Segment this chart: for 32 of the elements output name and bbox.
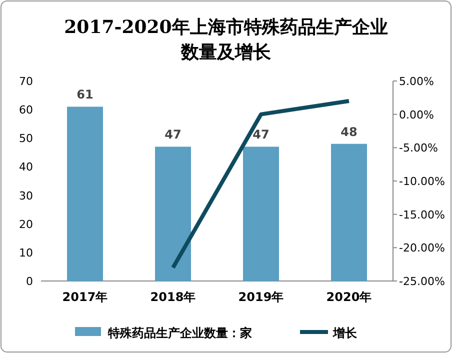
y2-tick-label: -20.00% (399, 242, 445, 255)
y-tick-label: 60 (19, 104, 33, 117)
bar (155, 146, 191, 281)
x-tick-label: 2018年 (150, 290, 196, 304)
legend: 增长 (300, 326, 357, 340)
y-tick-label: 10 (19, 246, 33, 260)
bar (67, 106, 103, 281)
y-tick-label: 0 (26, 275, 33, 288)
y-tick-label: 50 (19, 132, 33, 146)
x-tick-label: 2020年 (326, 290, 372, 304)
y2-tick-label: -25.00% (399, 275, 445, 288)
y2-tick-label: 5.00% (399, 75, 434, 88)
data-label: 48 (340, 124, 358, 139)
y2-tick-label: -15.00% (399, 208, 445, 222)
y-tick-label: 20 (19, 218, 33, 231)
y-tick-label: 70 (19, 75, 33, 88)
y2-tick-label: 0.00% (399, 108, 434, 122)
data-label: 61 (76, 88, 94, 102)
y-tick-label: 40 (19, 160, 33, 174)
x-tick-label: 2017年 (62, 290, 108, 304)
legend: 特殊药品生产企业数量：家 (75, 326, 252, 340)
bar (331, 144, 367, 281)
legend-label: 特殊药品生产企业数量：家 (107, 326, 252, 340)
bar (243, 146, 279, 281)
data-label: 47 (164, 128, 182, 142)
y2-tick-label: -10.00% (399, 175, 445, 188)
y2-tick-label: -5.00% (399, 142, 438, 155)
y-tick-label: 30 (19, 189, 33, 202)
data-label: 47 (252, 128, 270, 142)
chart-title: 2017-2020年上海市特殊药品生产企业数量及增长 (64, 17, 388, 63)
x-tick-label: 2019年 (238, 290, 284, 304)
legend-label: 增长 (332, 326, 358, 340)
